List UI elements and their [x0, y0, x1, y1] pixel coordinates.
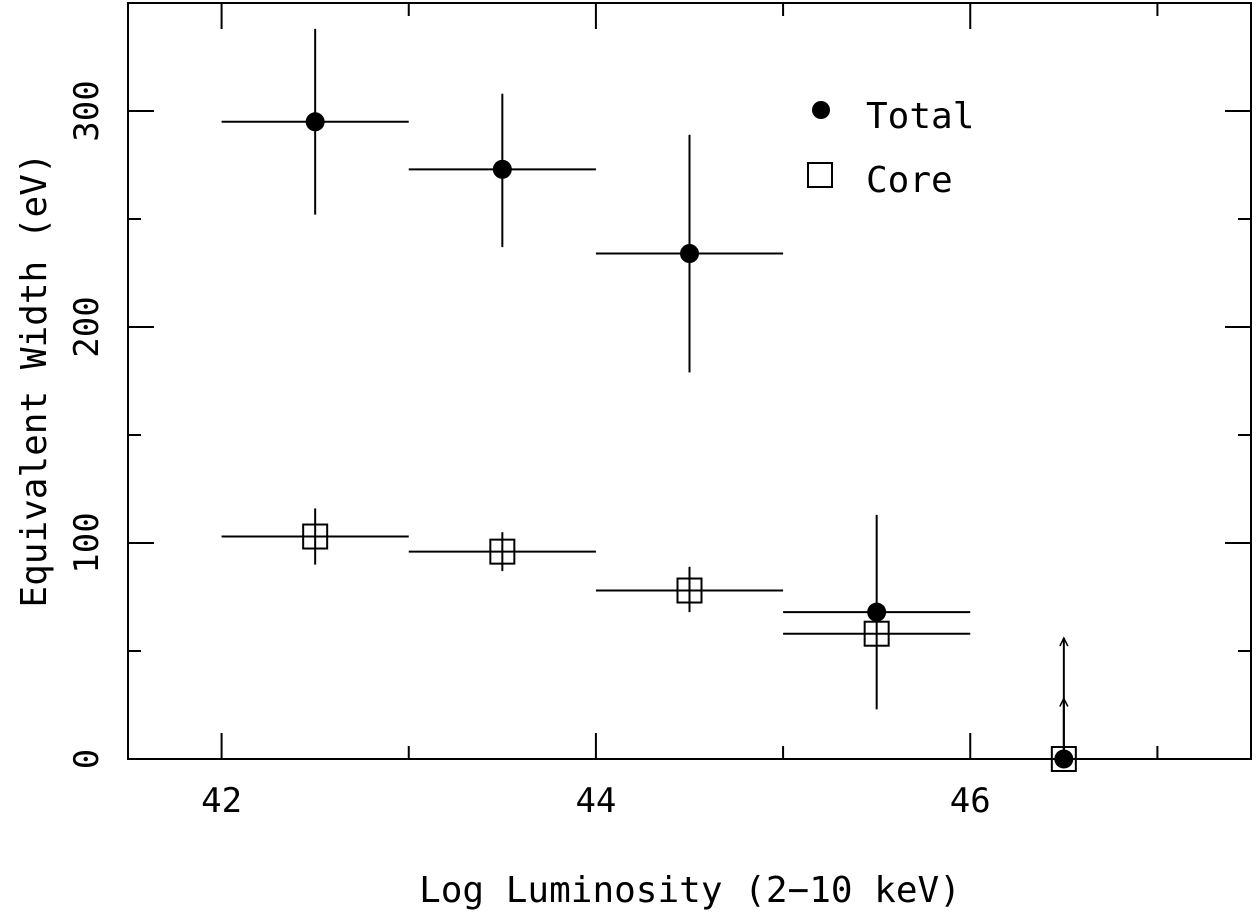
- y-tick-label: 300: [67, 80, 107, 141]
- legend-core-marker: [808, 163, 832, 187]
- legend: Total Core: [808, 96, 974, 201]
- x-tick-label: 46: [950, 781, 991, 821]
- total-point-marker: [493, 160, 512, 179]
- y-tick-label: 0: [67, 749, 107, 769]
- legend-total-marker: [812, 101, 830, 119]
- y-tick-label: 200: [67, 296, 107, 357]
- plot-frame: [128, 3, 1251, 759]
- legend-core-label: Core: [866, 160, 953, 201]
- x-tick-label: 42: [201, 781, 242, 821]
- total-point-marker: [306, 112, 325, 131]
- total-point-marker: [1054, 750, 1073, 769]
- error-bars: [222, 29, 1158, 759]
- x-axis-label: Log Luminosity (2−10 keV): [419, 870, 961, 911]
- y-tick-label: 100: [67, 512, 107, 573]
- x-tick-label: 44: [575, 781, 616, 821]
- legend-total-label: Total: [866, 96, 974, 137]
- tick-labels: 42 44 46 0 100 200 300: [67, 80, 991, 821]
- y-axis-label: Equivalent Width (eV): [14, 152, 55, 607]
- axis-ticks: [128, 3, 1251, 759]
- total-point-marker: [680, 244, 699, 263]
- total-point-marker: [867, 603, 886, 622]
